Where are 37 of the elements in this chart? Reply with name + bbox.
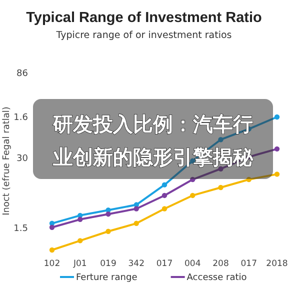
x-tick-label: 019 <box>100 259 116 269</box>
point <box>190 176 196 182</box>
text: 30 <box>16 154 28 164</box>
point <box>78 216 83 222</box>
point <box>78 238 83 244</box>
x-tick-label: 342 <box>128 259 144 269</box>
legend-label: Accesse ratio <box>186 273 248 283</box>
point <box>49 247 55 253</box>
point <box>49 224 55 230</box>
x-tick-label: 017 <box>240 259 257 269</box>
point <box>274 172 280 177</box>
text: 1.6 <box>14 113 28 124</box>
x-tick-label: 004 <box>184 259 201 269</box>
x-tick-label: J01 <box>72 259 87 269</box>
point <box>162 206 168 212</box>
point <box>106 211 111 217</box>
point <box>134 220 139 226</box>
point <box>246 176 252 182</box>
point <box>106 228 111 234</box>
point <box>134 206 139 212</box>
point <box>190 192 196 198</box>
legend-label: Ferture range <box>76 273 138 283</box>
x-tick-label: 102 <box>44 259 60 269</box>
point <box>274 114 280 120</box>
point <box>274 146 280 152</box>
chart-title: Typical Range of Investment Ratio <box>26 10 262 26</box>
y-axis-title: Inoct (efrue Fegal ratlal) <box>2 106 12 216</box>
x-tick-label: 208 <box>212 259 229 269</box>
point <box>218 137 224 142</box>
point <box>162 182 168 188</box>
text: 86 <box>16 69 28 80</box>
x-tick-label: 017 <box>156 259 173 269</box>
x-tick-label: 2018 <box>266 259 288 269</box>
text: 1.5 <box>14 224 28 234</box>
point <box>162 192 168 198</box>
chart-subtitle: Typicre range of or investment ratios <box>55 30 232 41</box>
point <box>218 184 224 190</box>
